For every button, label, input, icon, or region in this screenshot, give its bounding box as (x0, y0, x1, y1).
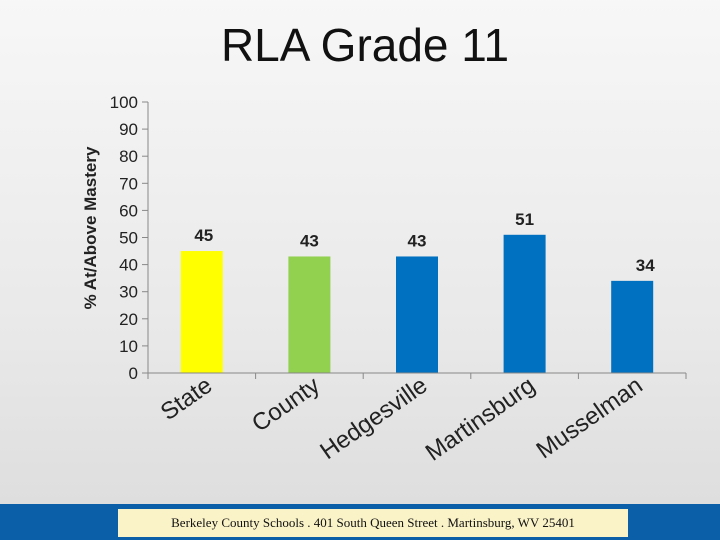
data-label: 45 (194, 226, 213, 245)
data-label: 43 (300, 231, 319, 250)
x-tick-label: State (156, 372, 217, 426)
y-tick-label: 50 (119, 229, 138, 248)
bars-group: 45 43 43 51 34 (147, 210, 687, 379)
y-axis-ticks: 0 10 20 30 40 50 60 70 80 90 100 (110, 93, 148, 383)
y-tick-label: 30 (119, 283, 138, 302)
y-tick-label: 40 (119, 256, 138, 275)
x-tick-label: County (247, 372, 325, 438)
footer-bar: Berkeley County Schools . 401 South Quee… (0, 504, 720, 540)
x-tick-label: Hedgesville (315, 372, 432, 465)
chart-title: RLA Grade 11 (220, 19, 510, 71)
footer-address: Berkeley County Schools . 401 South Quee… (118, 509, 628, 537)
bar-county (288, 256, 331, 373)
y-tick-label: 70 (119, 174, 138, 193)
bar-chart: % At/Above Mastery 0 10 20 30 40 50 60 70 80 90 10… (81, 93, 687, 467)
x-axis-labels: State CountyHedgesvilleMartinsburgMusselm… (156, 372, 648, 467)
data-label: 51 (515, 210, 534, 229)
data-label: 34 (636, 256, 655, 275)
y-tick-label: 60 (119, 201, 138, 220)
y-tick-label: 0 (129, 364, 138, 383)
y-tick-label: 80 (119, 147, 138, 166)
axes (147, 102, 686, 374)
y-tick-label: 10 (119, 337, 138, 356)
data-label: 43 (408, 231, 427, 250)
x-tick-label: Martinsburg (421, 372, 540, 467)
bar-martinsburg (503, 234, 546, 373)
y-tick-label: 20 (119, 310, 138, 329)
y-axis-label: % At/Above Mastery (81, 146, 100, 309)
x-tick-label: Musselman (532, 372, 648, 465)
bar-musselman (611, 280, 654, 373)
y-tick-label: 90 (119, 120, 138, 139)
bar-state (180, 251, 223, 373)
y-tick-label: 100 (110, 93, 138, 112)
bar-hedgesville (396, 256, 438, 373)
